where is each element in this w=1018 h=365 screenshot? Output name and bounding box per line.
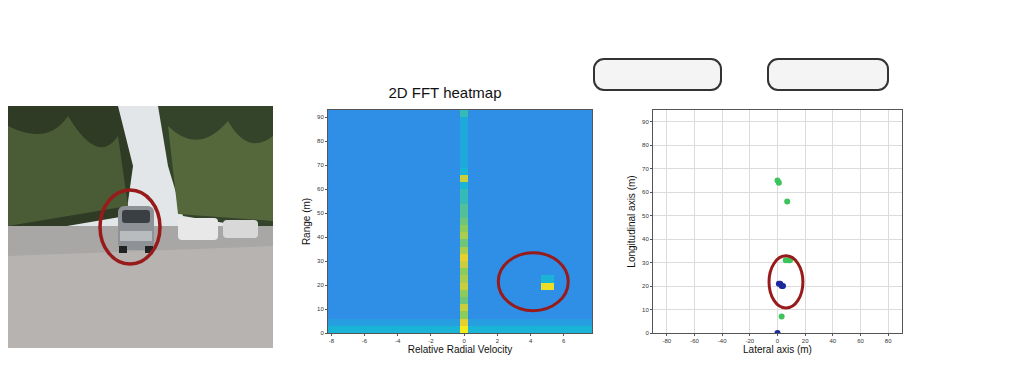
svg-text:Lateral axis (m): Lateral axis (m) — [743, 344, 812, 355]
svg-text:10: 10 — [642, 307, 649, 313]
svg-text:40: 40 — [317, 234, 324, 240]
svg-text:80: 80 — [317, 138, 324, 144]
svg-text:-40: -40 — [718, 338, 727, 344]
svg-text:0: 0 — [462, 338, 466, 344]
svg-text:60: 60 — [857, 338, 864, 344]
svg-text:50: 50 — [317, 210, 324, 216]
svg-text:10: 10 — [317, 306, 324, 312]
svg-text:0: 0 — [320, 330, 324, 336]
svg-text:4: 4 — [529, 338, 533, 344]
svg-text:-2: -2 — [428, 338, 434, 344]
svg-text:-20: -20 — [745, 338, 754, 344]
svg-text:-4: -4 — [395, 338, 401, 344]
svg-text:2: 2 — [496, 338, 500, 344]
svg-text:Relative Radial Velocity: Relative Radial Velocity — [408, 344, 513, 355]
svg-text:30: 30 — [642, 260, 649, 266]
svg-text:-6: -6 — [362, 338, 368, 344]
svg-text:40: 40 — [642, 236, 649, 242]
svg-text:0: 0 — [776, 338, 780, 344]
svg-text:40: 40 — [829, 338, 836, 344]
svg-text:80: 80 — [885, 338, 892, 344]
svg-text:20: 20 — [802, 338, 809, 344]
svg-text:20: 20 — [642, 283, 649, 289]
svg-text:-8: -8 — [329, 338, 335, 344]
svg-text:60: 60 — [642, 189, 649, 195]
svg-text:30: 30 — [317, 258, 324, 264]
svg-text:2D FFT heatmap: 2D FFT heatmap — [388, 84, 501, 101]
svg-text:0: 0 — [645, 330, 649, 336]
svg-text:Range (m): Range (m) — [301, 198, 312, 245]
svg-text:-80: -80 — [662, 338, 671, 344]
svg-text:70: 70 — [317, 162, 324, 168]
svg-text:6: 6 — [562, 338, 566, 344]
svg-text:90: 90 — [642, 119, 649, 125]
svg-text:70: 70 — [642, 166, 649, 172]
svg-text:20: 20 — [317, 282, 324, 288]
svg-text:90: 90 — [317, 114, 324, 120]
svg-text:60: 60 — [317, 186, 324, 192]
svg-text:Longitudinal axis (m): Longitudinal axis (m) — [626, 175, 637, 267]
svg-text:80: 80 — [642, 142, 649, 148]
svg-text:-60: -60 — [690, 338, 699, 344]
svg-text:50: 50 — [642, 213, 649, 219]
